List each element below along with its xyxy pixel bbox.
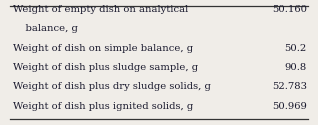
Text: 90.8: 90.8 [285,63,307,72]
Text: 50.969: 50.969 [272,102,307,111]
Text: Weight of dish plus sludge sample, g: Weight of dish plus sludge sample, g [13,63,198,72]
Text: 52.783: 52.783 [272,82,307,91]
Text: 50.2: 50.2 [285,44,307,53]
Text: Weight of dish plus dry sludge solids, g: Weight of dish plus dry sludge solids, g [13,82,211,91]
Text: Weight of dish on simple balance, g: Weight of dish on simple balance, g [13,44,193,53]
Text: balance, g: balance, g [13,24,78,33]
Text: Weight of dish plus ignited solids, g: Weight of dish plus ignited solids, g [13,102,193,111]
Text: Weight of empty dish on analytical: Weight of empty dish on analytical [13,5,188,14]
Text: 50.160: 50.160 [272,5,307,14]
